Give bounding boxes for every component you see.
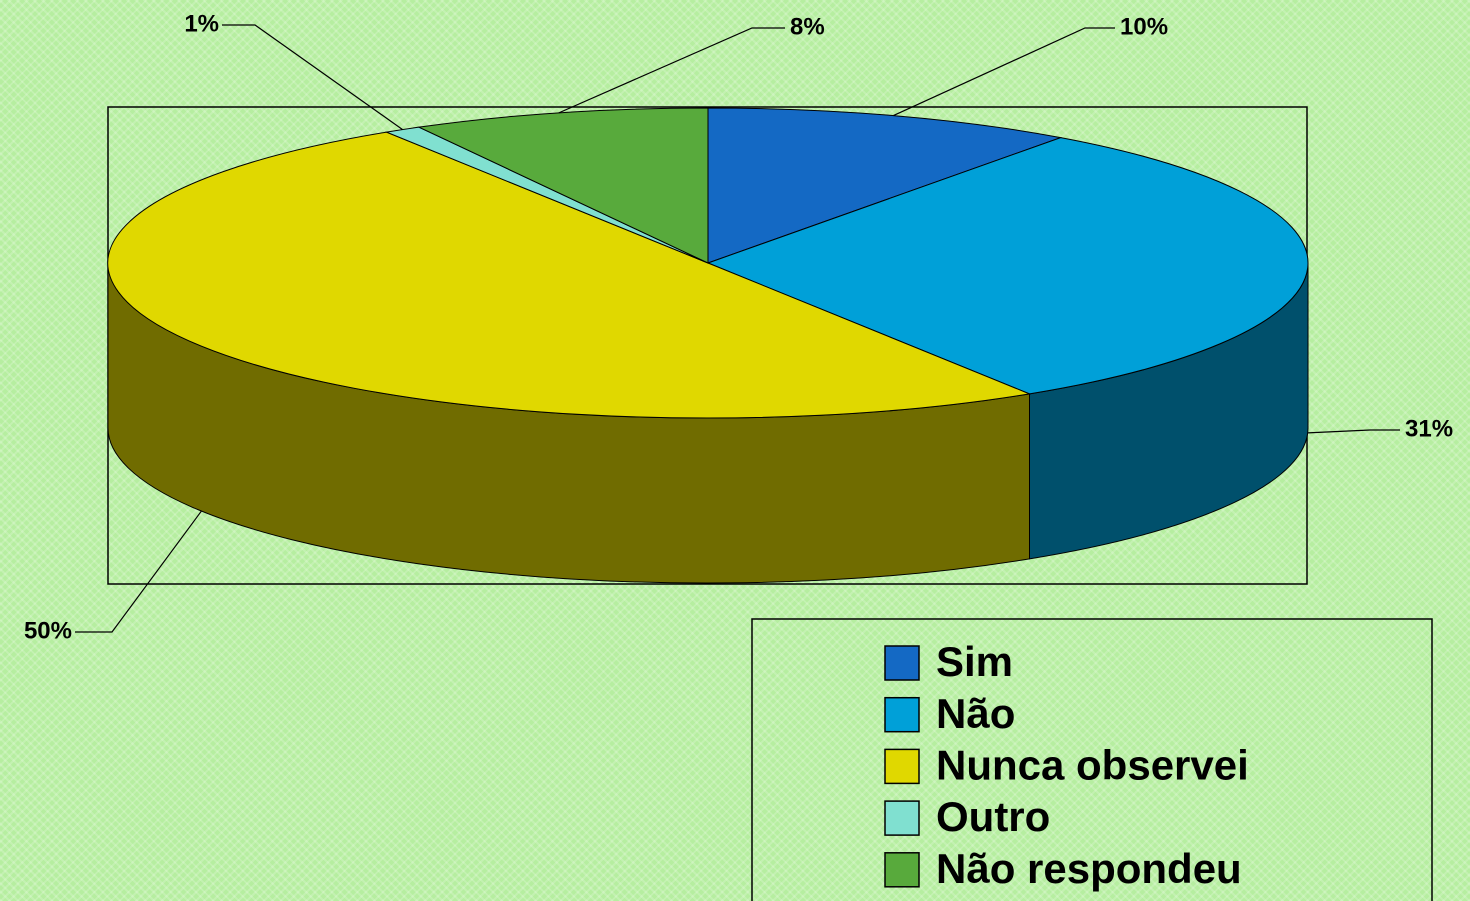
slice xyxy=(707,107,1063,264)
legend-label: Nunca observei xyxy=(936,741,1249,788)
leader-line xyxy=(558,27,785,114)
legend-label: Não xyxy=(936,690,1015,737)
legend-swatch xyxy=(884,696,920,733)
data-label: 8% xyxy=(790,13,825,40)
legend-swatch xyxy=(884,645,920,681)
leader-line xyxy=(893,27,1115,117)
legend-swatch xyxy=(884,800,920,836)
legend-label: Não respondeu xyxy=(936,845,1242,892)
data-label: 10% xyxy=(1120,13,1168,40)
legend-label: Outro xyxy=(936,793,1050,840)
data-label: 31% xyxy=(1405,415,1453,442)
data-label: 1% xyxy=(184,10,219,37)
leader-line xyxy=(1307,429,1400,434)
legend-label: Sim xyxy=(936,638,1013,685)
slice xyxy=(107,131,1032,419)
slice xyxy=(706,137,1309,395)
leader-line xyxy=(75,510,202,633)
legend-swatch xyxy=(884,852,920,888)
legend-box xyxy=(751,618,1433,901)
data-label: 50% xyxy=(24,617,72,644)
leader-line xyxy=(222,24,403,131)
legend-swatch xyxy=(884,748,920,785)
